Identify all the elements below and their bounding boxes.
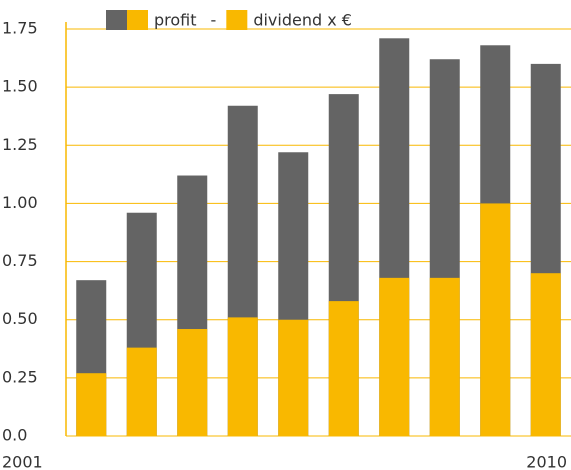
legend-swatch [226, 10, 248, 30]
bar [379, 277, 410, 436]
y-tick-label: 1.75 [2, 19, 38, 38]
y-tick-label: 0.75 [2, 251, 38, 270]
bar [480, 203, 511, 436]
bar [328, 301, 359, 436]
bar [278, 319, 309, 436]
legend-swatch [106, 10, 127, 30]
y-tick-label: 1.25 [2, 135, 38, 154]
legend-swatch [127, 10, 148, 30]
legend-label: profit [154, 11, 197, 30]
y-tick-label: 0.0 [2, 426, 27, 445]
bar [227, 317, 258, 436]
bar [76, 373, 107, 436]
legend-label: dividend x € [253, 11, 352, 30]
legend-separator: - [211, 11, 217, 30]
x-tick-label: 2001 [2, 453, 43, 470]
y-tick-label: 0.25 [2, 367, 38, 386]
bar [177, 329, 208, 436]
bar [126, 347, 157, 436]
y-tick-label: 1.00 [2, 193, 38, 212]
x-tick-label: 2010 [526, 453, 567, 470]
y-tick-label: 0.50 [2, 309, 38, 328]
bar [429, 277, 460, 436]
y-tick-label: 1.50 [2, 77, 38, 96]
bar [530, 273, 561, 436]
